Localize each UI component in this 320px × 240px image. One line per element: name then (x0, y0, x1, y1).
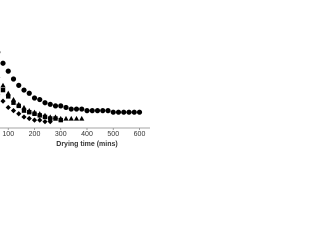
point (58, 117, 63, 123)
point (0, 98, 6, 104)
point (37, 113, 42, 118)
point (0, 87, 6, 93)
point (126, 109, 132, 115)
chart: Drying time (mins) 100 200 300 400 500 600 (0, 50, 150, 148)
point (68, 106, 74, 112)
point (21, 108, 27, 113)
x-axis-label: Drying time (mins) (56, 141, 117, 148)
point (42, 114, 48, 120)
point (121, 109, 127, 115)
point (5, 104, 11, 111)
point (63, 104, 69, 111)
point (53, 116, 58, 121)
point (16, 82, 22, 88)
point (52, 103, 59, 109)
point (37, 96, 43, 103)
point (115, 109, 122, 115)
point (27, 109, 32, 115)
point (16, 103, 21, 109)
x-tick-label: 500 (107, 131, 119, 138)
point (6, 94, 11, 99)
point (26, 90, 32, 96)
x-tick-label: 600 (134, 131, 146, 138)
point (42, 100, 48, 106)
point (63, 115, 69, 121)
point (48, 116, 53, 121)
point (31, 95, 38, 101)
point (26, 115, 32, 122)
point (136, 109, 143, 115)
point (73, 106, 80, 112)
point (47, 101, 53, 107)
point (131, 109, 137, 115)
point (10, 96, 17, 102)
point (79, 115, 85, 121)
point (94, 108, 101, 114)
point (5, 90, 11, 96)
point (73, 115, 80, 121)
point (58, 103, 64, 109)
point (0, 60, 6, 66)
x-tick-label: 400 (81, 131, 93, 138)
point (10, 76, 17, 82)
point (68, 115, 74, 121)
point (21, 87, 27, 93)
x-tick-label: 200 (29, 131, 41, 138)
point (10, 108, 17, 114)
point (100, 108, 106, 114)
point (21, 114, 27, 120)
point (110, 109, 116, 115)
point (105, 108, 111, 114)
point (16, 111, 22, 117)
point (37, 117, 43, 123)
point (79, 106, 85, 112)
x-tick-label: 300 (55, 131, 67, 138)
point (32, 111, 37, 116)
point (5, 68, 11, 74)
point (21, 104, 27, 110)
point (89, 108, 95, 114)
point (47, 119, 53, 125)
point (84, 108, 90, 114)
point (0, 82, 6, 88)
point (42, 119, 48, 125)
point (11, 100, 16, 105)
point (31, 117, 38, 123)
x-tick-label: 100 (2, 131, 14, 138)
